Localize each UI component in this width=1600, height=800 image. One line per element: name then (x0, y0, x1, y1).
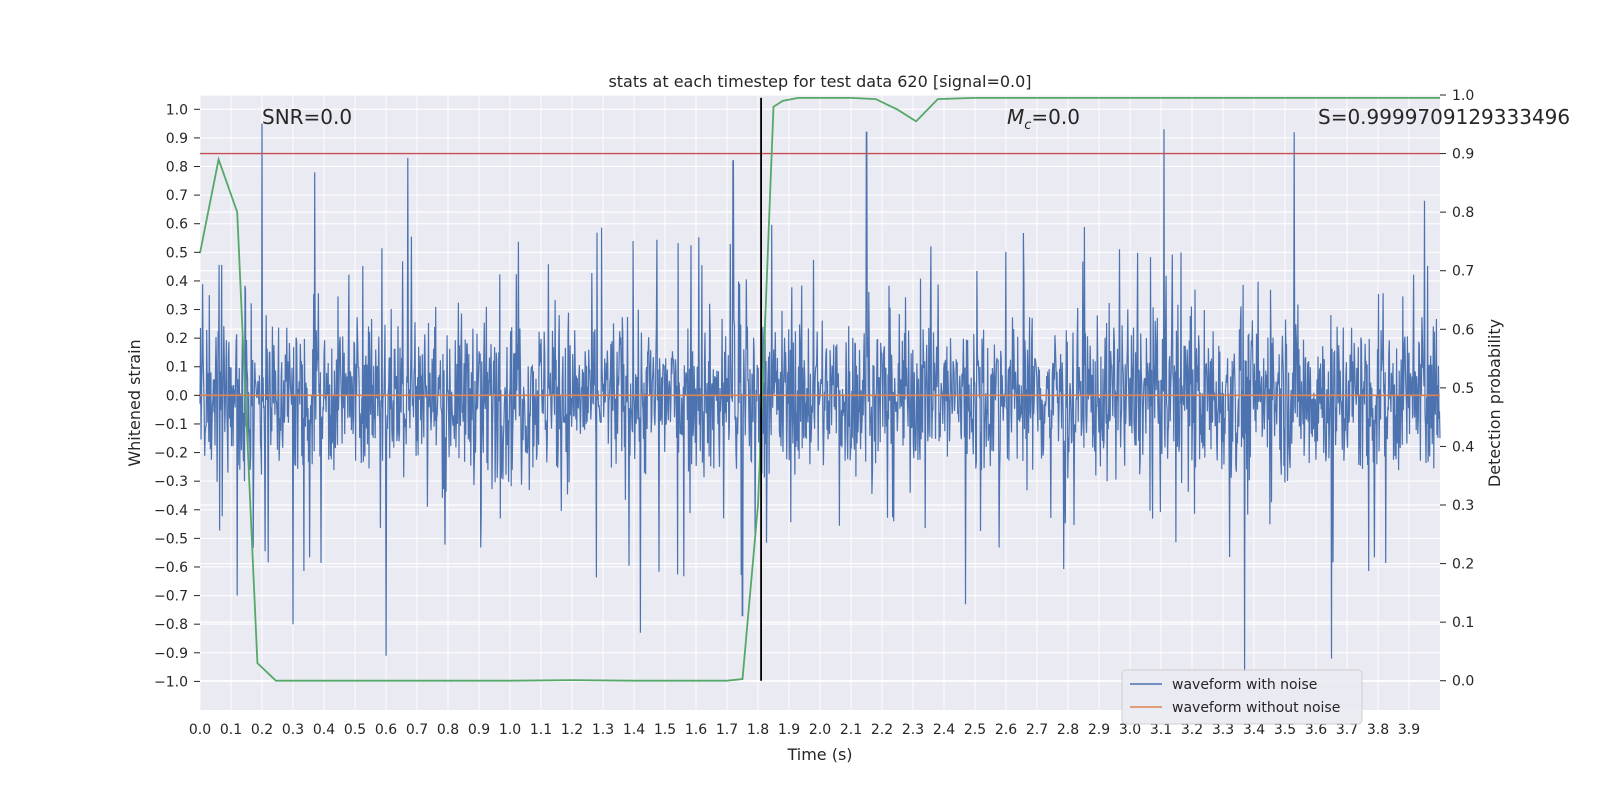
x-tick-label: 3.0 (1119, 722, 1141, 738)
y2-tick-label: 0.1 (1452, 615, 1474, 631)
y-tick-label: −0.4 (154, 503, 188, 519)
x-tick-label: 3.3 (1212, 722, 1234, 738)
x-tick-label: 1.9 (778, 722, 800, 738)
y-tick-label: 0.3 (166, 303, 188, 319)
x-tick-label: 1.2 (561, 722, 583, 738)
y2-tick-label: 0.0 (1452, 674, 1474, 690)
x-tick-label: 3.2 (1181, 722, 1203, 738)
chirp-mass-subscript: c (1024, 118, 1031, 133)
x-tick-label: 0.4 (313, 722, 335, 738)
x-tick-label: 3.7 (1336, 722, 1358, 738)
x-tick-label: 2.6 (995, 722, 1017, 738)
x-tick-label: 3.9 (1398, 722, 1420, 738)
x-tick-label: 3.6 (1305, 722, 1327, 738)
y-tick-label: −0.7 (154, 589, 188, 605)
y-tick-label: 0.0 (166, 388, 188, 404)
x-tick-label: 0.5 (344, 722, 366, 738)
y2-tick-label: 0.8 (1452, 205, 1474, 221)
x-tick-label: 1.8 (747, 722, 769, 738)
y-tick-label: 0.6 (166, 217, 188, 233)
x-tick-label: 2.5 (964, 722, 986, 738)
chirp-mass-value: =0.0 (1031, 105, 1080, 129)
waveform-with-noise-line (199, 123, 1441, 673)
y2-tick-label: 0.9 (1452, 147, 1474, 163)
y2-tick-label: 0.4 (1452, 439, 1474, 455)
y-tick-label: 0.5 (166, 245, 188, 261)
x-tick-label: 1.7 (716, 722, 738, 738)
overlay-lines (199, 97, 1440, 682)
x-tick-label: 3.4 (1243, 722, 1265, 738)
waveform-with-noise-series (199, 123, 1441, 673)
y2-tick-label: 1.0 (1452, 88, 1474, 104)
y2-tick-label: 0.2 (1452, 557, 1474, 573)
x-tick-label: 1.1 (530, 722, 552, 738)
x-tick-label: 1.0 (499, 722, 521, 738)
y-tick-label: −0.5 (154, 531, 188, 547)
y-tick-label: −0.9 (154, 646, 188, 662)
y-axis-ticks: 1.0 0.9 0.8 0.7 0.6 0.5 0.4 0.3 0.2 0.1 0.0 −0.1 −0.… (154, 102, 200, 690)
x-tick-label: 0.3 (282, 722, 304, 738)
x-tick-label: 3.1 (1150, 722, 1172, 738)
chart-title: stats at each timestep for test data 620… (608, 72, 1031, 91)
y2-tick-label: 0.7 (1452, 264, 1474, 280)
x-tick-label: 2.7 (1026, 722, 1048, 738)
snr-annotation: SNR=0.0 (262, 105, 352, 129)
score-annotation: S=0.9999709129333496 (1318, 105, 1570, 129)
x-tick-label: 0.9 (468, 722, 490, 738)
legend-label-clean: waveform without noise (1172, 700, 1340, 716)
x-tick-label: 0.7 (406, 722, 428, 738)
x-tick-label: 1.4 (623, 722, 645, 738)
detection-probability-line (199, 97, 1440, 682)
y-tick-label: −0.1 (154, 417, 188, 433)
y-tick-label: −0.8 (154, 617, 188, 633)
chirp-mass-annotation: Mc=0.0 (1007, 105, 1080, 133)
y2-axis-label: Detection probability (1485, 319, 1504, 487)
y-tick-label: 0.4 (166, 274, 188, 290)
y-axis-label: Whitened strain (125, 339, 144, 466)
x-tick-label: 2.0 (809, 722, 831, 738)
y2-tick-label: 0.6 (1452, 322, 1474, 338)
y2-axis-ticks: 1.0 0.9 0.8 0.7 0.6 0.5 0.4 0.3 0.2 0.1 0.0 (1440, 88, 1474, 690)
x-tick-label: 1.5 (654, 722, 676, 738)
x-tick-label: 3.8 (1367, 722, 1389, 738)
y-tick-label: 0.7 (166, 188, 188, 204)
x-tick-label: 2.3 (902, 722, 924, 738)
chirp-mass-symbol: M (1007, 105, 1024, 129)
x-tick-label: 2.8 (1057, 722, 1079, 738)
x-axis-ticks: 0.0 0.1 0.2 0.3 0.4 0.5 0.6 0.7 0.8 0.9 1.0 1.1 1.2 1… (189, 722, 1420, 738)
x-tick-label: 2.2 (871, 722, 893, 738)
x-tick-label: 2.9 (1088, 722, 1110, 738)
x-tick-label: 0.6 (375, 722, 397, 738)
x-tick-label: 3.5 (1274, 722, 1296, 738)
y-tick-label: −1.0 (154, 674, 188, 690)
y-tick-label: −0.2 (154, 446, 188, 462)
x-tick-label: 0.0 (189, 722, 211, 738)
y-tick-label: 0.2 (166, 331, 188, 347)
x-axis-label: Time (s) (786, 745, 852, 764)
legend-label-noise: waveform with noise (1172, 677, 1317, 693)
y-tick-label: 1.0 (166, 102, 188, 118)
x-tick-label: 1.6 (685, 722, 707, 738)
y2-tick-label: 0.5 (1452, 381, 1474, 397)
y-tick-label: 0.9 (166, 131, 188, 147)
y2-tick-label: 0.3 (1452, 498, 1474, 514)
x-tick-label: 2.1 (840, 722, 862, 738)
y-tick-label: −0.3 (154, 474, 188, 490)
y-tick-label: 0.1 (166, 360, 188, 376)
y-tick-label: −0.6 (154, 560, 188, 576)
legend-box (1121, 669, 1363, 725)
x-tick-label: 1.3 (592, 722, 614, 738)
x-tick-label: 0.1 (220, 722, 242, 738)
x-tick-label: 0.8 (437, 722, 459, 738)
x-tick-label: 0.2 (251, 722, 273, 738)
y-tick-label: 0.8 (166, 160, 188, 176)
legend: waveform with noise waveform without noi… (1121, 669, 1363, 725)
x-tick-label: 2.4 (933, 722, 955, 738)
